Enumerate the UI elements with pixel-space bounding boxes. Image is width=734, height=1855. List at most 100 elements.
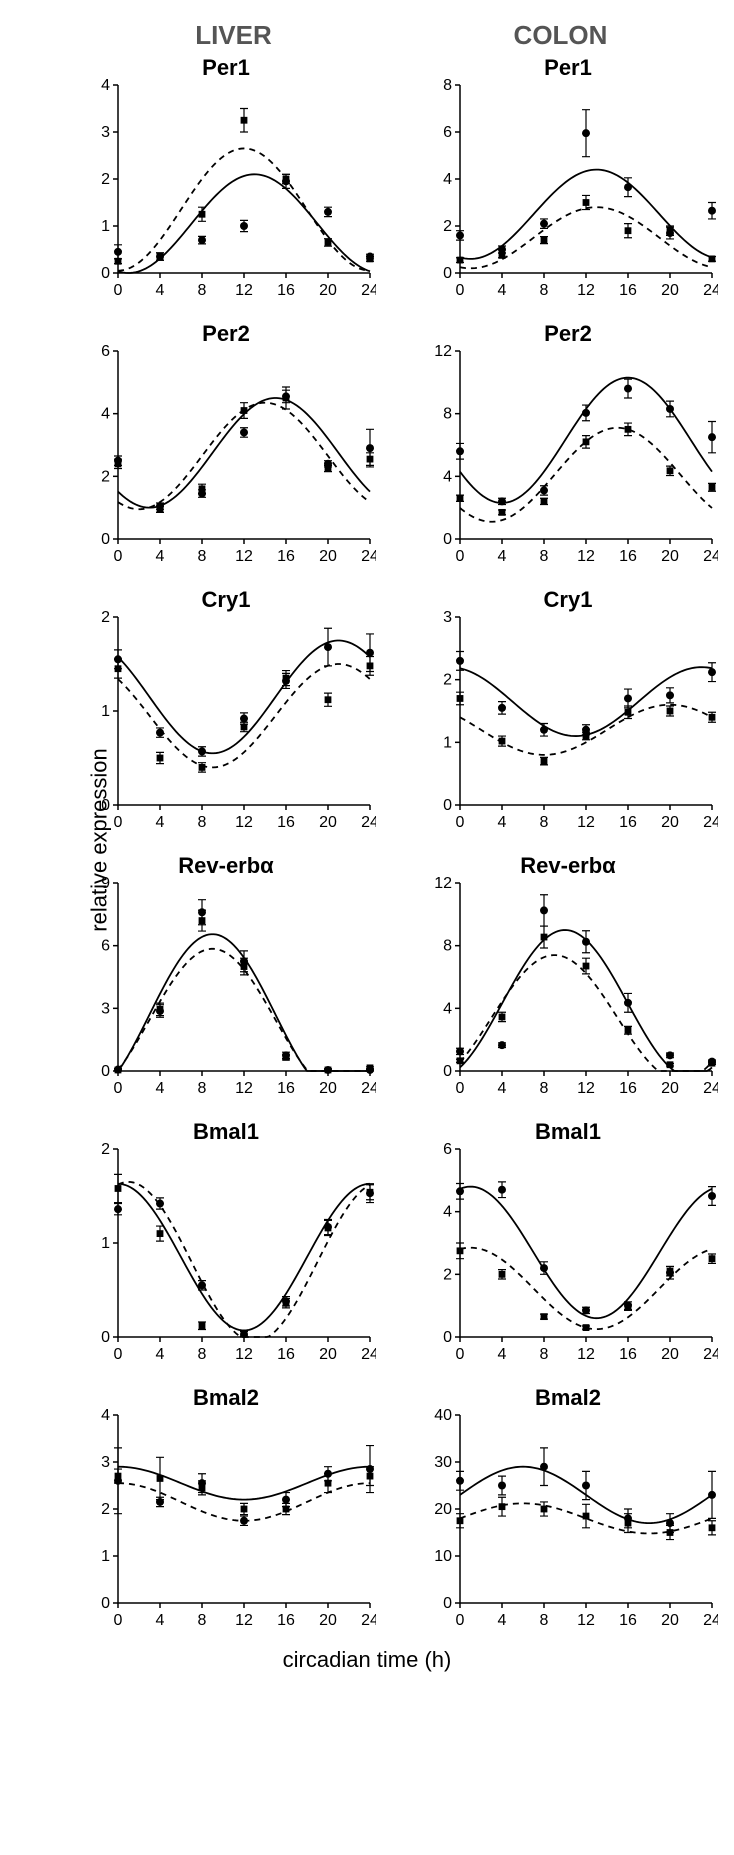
panel-title: Bmal1 [418,1119,718,1145]
panel-title: Rev-erbα [76,853,376,879]
panel-title: Bmal2 [418,1385,718,1411]
svg-text:16: 16 [619,548,637,565]
svg-text:20: 20 [661,282,679,299]
svg-text:8: 8 [198,1346,207,1363]
svg-text:20: 20 [319,1346,337,1363]
svg-text:12: 12 [577,548,595,565]
chart-svg: 0481204812162024 [418,877,718,1107]
panel-title: Per2 [418,321,718,347]
svg-text:12: 12 [577,1346,595,1363]
panel-grid: Per10123404812162024Per10246804812162024… [70,55,724,1639]
panel-title: Per2 [76,321,376,347]
svg-text:4: 4 [498,1346,507,1363]
svg-text:6: 6 [101,938,110,955]
svg-text:20: 20 [434,1501,452,1518]
panel-title: Bmal1 [76,1119,376,1145]
svg-text:12: 12 [577,814,595,831]
chart-svg: 01204812162024 [76,611,376,841]
svg-text:20: 20 [661,814,679,831]
svg-text:6: 6 [101,345,110,360]
svg-text:0: 0 [456,1346,465,1363]
svg-text:4: 4 [498,1080,507,1097]
svg-text:8: 8 [198,282,207,299]
svg-text:4: 4 [156,1612,165,1629]
colon-header: COLON [397,20,724,51]
svg-text:8: 8 [198,1612,207,1629]
svg-text:8: 8 [443,406,452,423]
svg-text:12: 12 [434,345,452,360]
svg-text:2: 2 [101,468,110,485]
chart-svg: 0123404812162024 [76,1409,376,1639]
svg-text:0: 0 [114,1080,123,1097]
svg-text:0: 0 [114,282,123,299]
svg-text:0: 0 [443,1329,452,1346]
chart-svg: 0481204812162024 [418,345,718,575]
svg-text:16: 16 [277,1080,295,1097]
svg-text:24: 24 [361,814,376,831]
chart-svg: 024604812162024 [418,1143,718,1373]
chart-svg: 0123404812162024 [76,79,376,309]
svg-text:12: 12 [235,282,253,299]
chart-svg: 012304812162024 [418,611,718,841]
svg-text:0: 0 [443,1595,452,1612]
svg-text:8: 8 [540,1080,549,1097]
panel-liver-bmal2: Bmal20123404812162024 [76,1385,376,1639]
svg-text:0: 0 [114,1612,123,1629]
svg-text:4: 4 [498,1612,507,1629]
svg-text:8: 8 [443,79,452,94]
svg-text:4: 4 [443,1204,452,1221]
svg-text:4: 4 [101,406,110,423]
svg-text:24: 24 [703,282,718,299]
svg-text:16: 16 [619,282,637,299]
svg-text:8: 8 [198,1080,207,1097]
svg-text:0: 0 [443,1063,452,1080]
svg-text:0: 0 [443,265,452,282]
svg-text:0: 0 [456,814,465,831]
svg-text:1: 1 [101,1548,110,1565]
panel-colon-rev-erbα: Rev-erbα0481204812162024 [418,853,718,1107]
panel-colon-bmal2: Bmal201020304004812162024 [418,1385,718,1639]
chart-svg: 0246804812162024 [418,79,718,309]
panel-liver-bmal1: Bmal101204812162024 [76,1119,376,1373]
svg-text:24: 24 [703,1612,718,1629]
svg-text:16: 16 [277,1612,295,1629]
svg-text:8: 8 [198,548,207,565]
svg-text:24: 24 [703,814,718,831]
svg-text:8: 8 [540,1346,549,1363]
svg-text:2: 2 [101,611,110,626]
svg-text:0: 0 [101,1063,110,1080]
column-headers: LIVER COLON [70,20,724,51]
figure-container: relative expression circadian time (h) L… [0,0,734,1679]
svg-text:20: 20 [319,1612,337,1629]
svg-text:0: 0 [456,282,465,299]
panel-colon-cry1: Cry1012304812162024 [418,587,718,841]
svg-text:6: 6 [443,124,452,141]
svg-text:24: 24 [361,1080,376,1097]
svg-text:24: 24 [703,1080,718,1097]
svg-text:12: 12 [235,1346,253,1363]
svg-text:8: 8 [198,814,207,831]
svg-text:20: 20 [661,548,679,565]
svg-text:2: 2 [101,1143,110,1158]
svg-text:4: 4 [101,1409,110,1424]
svg-text:0: 0 [443,797,452,814]
svg-text:24: 24 [703,548,718,565]
svg-text:0: 0 [114,814,123,831]
panel-liver-per2: Per2024604812162024 [76,321,376,575]
svg-text:1: 1 [101,703,110,720]
svg-text:3: 3 [101,1454,110,1471]
panel-liver-rev-erbα: Rev-erbα036904812162024 [76,853,376,1107]
panel-title: Per1 [76,55,376,81]
svg-text:0: 0 [443,531,452,548]
panel-title: Cry1 [76,587,376,613]
svg-text:16: 16 [619,1080,637,1097]
svg-text:1: 1 [101,218,110,235]
panel-colon-per2: Per20481204812162024 [418,321,718,575]
svg-text:16: 16 [277,548,295,565]
svg-text:0: 0 [101,1595,110,1612]
svg-text:0: 0 [101,265,110,282]
svg-text:4: 4 [498,548,507,565]
svg-text:0: 0 [101,1329,110,1346]
svg-text:2: 2 [101,171,110,188]
svg-text:24: 24 [361,282,376,299]
